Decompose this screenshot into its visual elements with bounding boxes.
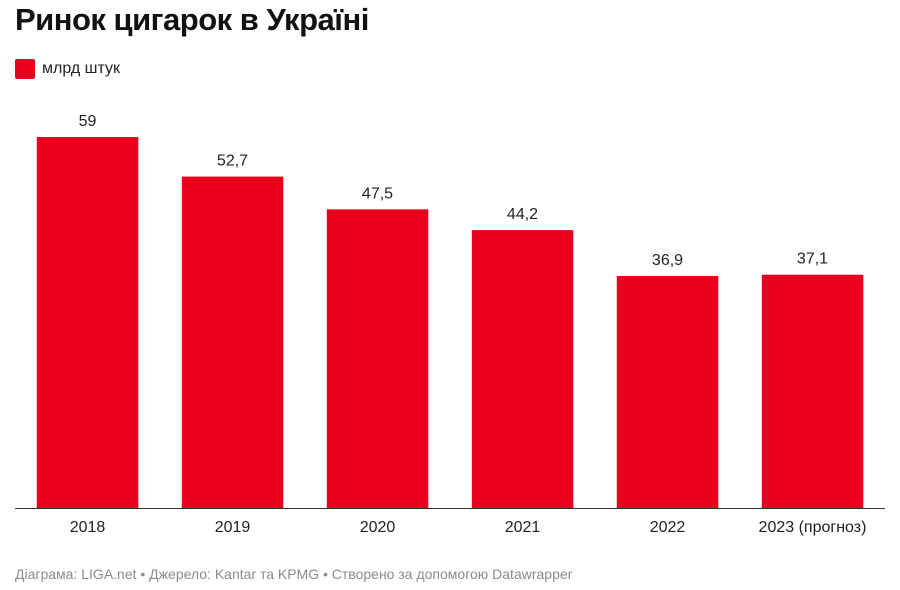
- value-label-0: 59: [79, 113, 97, 130]
- bar-chart: 59 2018 52,7 2019 47,5 2020 44,2 2021 36,9 2022 37…: [15, 113, 885, 536]
- bar-4: [616, 276, 719, 508]
- x-tick-label-1: 2019: [215, 519, 251, 536]
- legend-swatch: [15, 59, 35, 79]
- chart-title: Ринок цигарок в Україні: [15, 2, 369, 37]
- x-tick-label-4: 2022: [650, 519, 686, 536]
- legend-label: млрд штук: [42, 60, 120, 77]
- bar-3: [471, 230, 574, 508]
- bar-5: [761, 274, 864, 508]
- x-tick-label-2: 2020: [360, 519, 396, 536]
- x-tick-label-3: 2021: [505, 519, 541, 536]
- legend: млрд штук: [15, 59, 120, 79]
- value-label-2: 47,5: [362, 185, 393, 202]
- bar-0: [36, 137, 139, 508]
- value-label-1: 52,7: [217, 153, 248, 170]
- bar-2: [326, 209, 429, 509]
- value-label-5: 37,1: [797, 251, 828, 268]
- value-label-3: 44,2: [507, 206, 538, 223]
- value-label-4: 36,9: [652, 252, 683, 269]
- bar-1: [181, 176, 284, 508]
- x-tick-label-5: 2023 (прогноз): [759, 519, 867, 536]
- footer-credits: Діаграма: LIGA.net • Джерело: Kantar та …: [15, 566, 573, 582]
- x-tick-label-0: 2018: [70, 519, 106, 536]
